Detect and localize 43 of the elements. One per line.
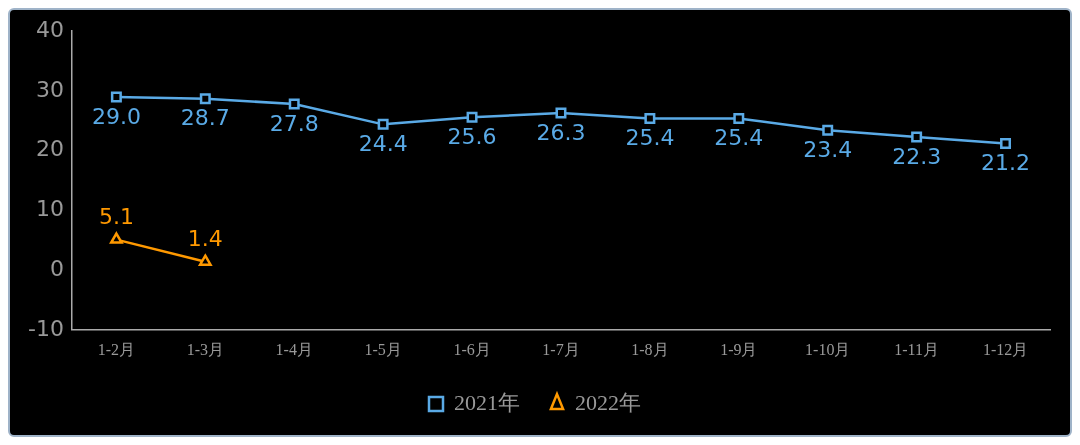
legend-label: 2022年 [575,389,641,415]
x-tick-label: 1-4月 [275,340,313,358]
x-tick-label: 1-8月 [631,340,669,358]
x-tick-label: 1-3月 [186,340,224,358]
x-tick-label: 1-7月 [542,340,580,358]
data-label: 26.3 [536,119,586,145]
point [1000,137,1012,149]
y-tick-label: 0 [49,255,64,281]
x-tick-label: 1-10月 [805,340,851,358]
y-tick-label: 30 [35,76,64,102]
y-tick-label: 10 [35,196,64,222]
point [288,98,300,110]
data-label: 24.4 [358,131,408,157]
point [377,118,389,130]
point [199,93,211,105]
data-label: 1.4 [187,226,223,252]
data-label: 22.3 [892,143,942,169]
y-tick-label: -10 [28,315,64,341]
point [733,112,745,124]
legend-label: 2021年 [454,389,520,415]
data-label: 25.4 [714,125,764,151]
data-label: 5.1 [98,204,134,230]
data-label: 23.4 [803,137,853,163]
x-tick-label: 1-9月 [720,340,758,358]
point [110,91,122,103]
data-label: 25.6 [447,123,497,149]
data-label: 27.8 [269,110,319,136]
y-tick-label: 20 [35,136,64,162]
point [822,124,834,136]
data-label: 21.2 [981,150,1031,176]
y-tick-label: 40 [35,16,64,42]
x-tick-label: 1-2月 [97,340,136,358]
point [466,111,478,123]
data-label: 28.7 [180,105,230,131]
x-tick-label: 1-12月 [982,340,1029,358]
point [644,112,656,124]
x-tick-label: 1-6月 [453,340,491,358]
data-label: 29.0 [91,103,141,129]
point [555,107,567,119]
x-tick-label: 1-11月 [894,340,939,358]
data-label: 25.4 [625,125,675,151]
point [911,131,923,143]
x-tick-label: 1-5月 [364,340,402,358]
